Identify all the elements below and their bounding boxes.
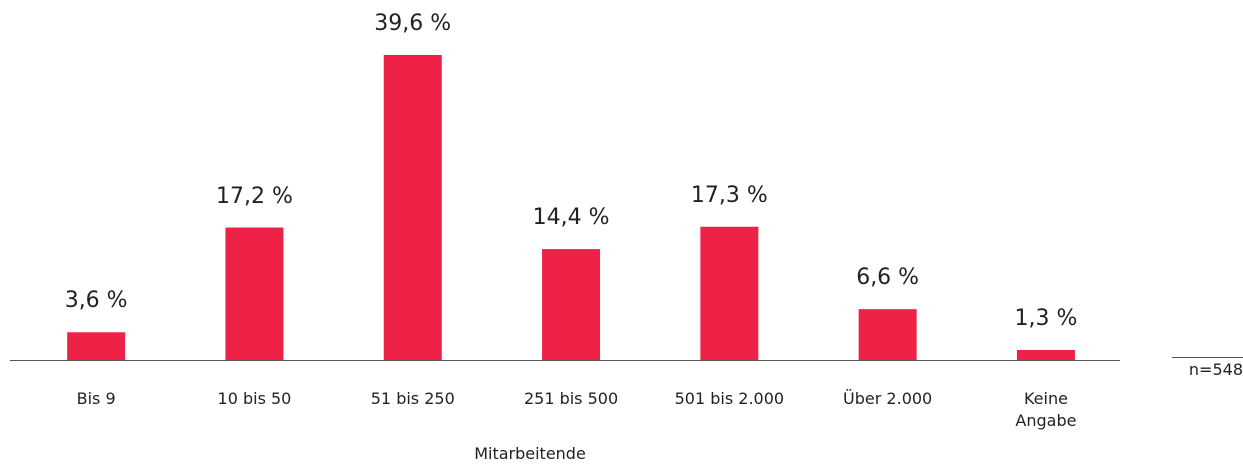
bar — [1016, 349, 1075, 360]
x-tick-label: 501 bis 2.000 — [674, 389, 785, 408]
bar — [700, 226, 759, 360]
value-label: 1,3 % — [1014, 305, 1078, 331]
value-label: 6,6 % — [856, 265, 920, 291]
x-axis-label: Mitarbeitende — [474, 444, 586, 463]
bar — [67, 332, 126, 360]
value-label: 3,6 % — [64, 288, 128, 314]
bar — [225, 227, 284, 360]
value-label: 14,4 % — [532, 205, 610, 231]
value-label: 17,3 % — [690, 182, 768, 208]
x-tick-label: Über 2.000 — [843, 389, 933, 408]
value-label: 17,2 % — [215, 183, 293, 209]
bar — [383, 55, 442, 360]
bar — [542, 249, 601, 360]
x-tick-label: 51 bis 250 — [370, 389, 455, 408]
x-tick-label: 10 bis 50 — [217, 389, 292, 408]
value-label: 39,6 % — [374, 11, 452, 36]
sample-note: n=548 — [1172, 357, 1243, 379]
bar — [858, 309, 917, 360]
x-tick-label: Bis 9 — [76, 389, 116, 408]
x-tick-label: Keine Angabe — [1015, 389, 1077, 430]
x-tick-label: 251 bis 500 — [523, 389, 619, 408]
